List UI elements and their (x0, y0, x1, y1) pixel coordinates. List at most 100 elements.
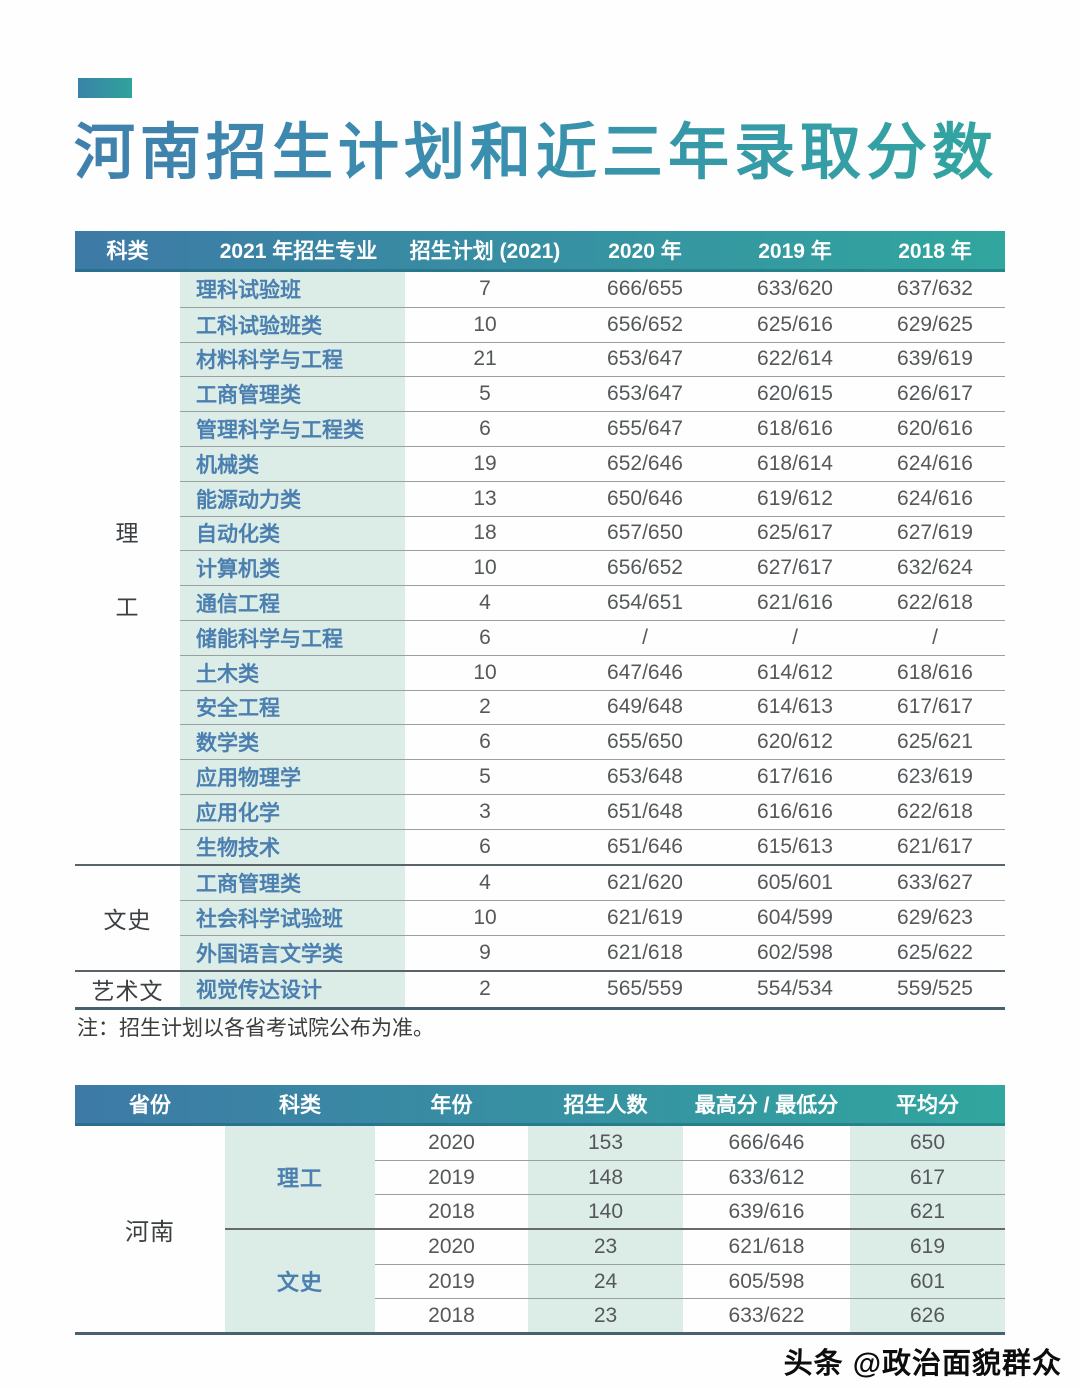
header-cell-scores: 最高分 / 最低分 (694, 1094, 839, 1117)
plan-cell: 21 (473, 347, 497, 371)
score-2020-cell: 621/619 (607, 906, 683, 930)
table-row: 储能科学与工程 6 / / / (180, 619, 1005, 655)
score-2018-cell: 622/618 (897, 799, 973, 823)
year-cell: 2018 (428, 1199, 475, 1223)
admissions-plan-table: 科类 2021 年招生专业 招生计划 (2021) 2020 年 2019 年 … (75, 231, 1005, 1010)
major-cell: 安全工程 (180, 690, 405, 725)
plan-cell: 5 (479, 382, 491, 406)
score-2020-cell: 621/620 (607, 870, 683, 894)
plan-cell: 5 (479, 765, 491, 789)
table-row: 2019 24 605/598 601 (375, 1264, 1005, 1298)
plan-cell: 9 (479, 941, 491, 965)
score-2020-cell: 653/648 (607, 765, 683, 789)
scores-cell: 605/598 (728, 1269, 805, 1293)
count-cell: 23 (528, 1299, 683, 1332)
score-2020-cell: 656/652 (607, 556, 683, 580)
plan-cell: 13 (473, 486, 497, 510)
table-row: 2020 153 666/646 650 (375, 1126, 1005, 1160)
score-2018-cell: 624/616 (897, 486, 973, 510)
major-cell: 工科试验班类 (180, 307, 405, 342)
title-accent-bar (78, 78, 132, 98)
count-cell: 153 (528, 1126, 683, 1160)
score-2019-cell: 616/616 (757, 799, 833, 823)
group-rows: 2020 153 666/646 650 2019 148 633/612 61… (375, 1126, 1005, 1228)
score-2020-cell: 655/647 (607, 417, 683, 441)
score-2019-cell: 621/616 (757, 591, 833, 615)
header-cell-average: 平均分 (896, 1094, 959, 1117)
scores-cell: 639/616 (728, 1199, 805, 1223)
section-rows: 视觉传达设计 2 565/559 554/534 559/525 (180, 971, 1005, 1007)
score-2018-cell: 625/622 (897, 941, 973, 965)
score-2019-cell: 618/616 (757, 417, 833, 441)
year-cell: 2019 (428, 1269, 475, 1293)
major-cell: 数学类 (180, 725, 405, 760)
plan-cell: 4 (479, 870, 491, 894)
score-2018-cell: 637/632 (897, 277, 973, 301)
scores-cell: 666/646 (728, 1131, 805, 1154)
plan-cell: 6 (479, 625, 491, 649)
score-2018-cell: 627/619 (897, 521, 973, 545)
major-cell: 工商管理类 (180, 377, 405, 412)
header-cell-category: 科类 (106, 240, 149, 263)
count-cell: 148 (528, 1161, 683, 1194)
table-row: 能源动力类 13 650/646 619/612 624/616 (180, 480, 1005, 516)
score-2020-cell: 655/650 (607, 730, 683, 754)
score-2019-cell: 619/612 (757, 486, 833, 510)
year-cell: 2020 (428, 1131, 475, 1154)
group-liberal-arts: 文史 2020 23 621/618 619 2019 (225, 1228, 1005, 1332)
score-2020-cell: 653/647 (607, 347, 683, 371)
major-cell: 管理科学与工程类 (180, 412, 405, 446)
major-cell: 社会科学试验班 (180, 901, 405, 936)
score-2018-cell: 633/627 (897, 870, 973, 894)
section-liberal-arts: 文史 工商管理类 4 621/620 605/601 633/627 (75, 863, 1005, 970)
group-category-label: 理工 (225, 1126, 375, 1228)
section-category-label: 文史 (75, 866, 180, 970)
header-cell-major: 2021 年招生专业 (219, 240, 378, 263)
major-cell: 土木类 (180, 655, 405, 690)
header-cell-plan: 招生计划 (2021) (409, 240, 561, 263)
major-cell: 计算机类 (180, 551, 405, 586)
admissions-table-header: 科类 2021 年招生专业 招生计划 (2021) 2020 年 2019 年 … (75, 231, 1005, 272)
plan-cell: 6 (479, 417, 491, 441)
page-title: 河南招生计划和近三年录取分数 (74, 112, 1014, 192)
score-2018-cell: 632/624 (897, 556, 973, 580)
table-row: 工商管理类 4 621/620 605/601 633/627 (180, 865, 1005, 901)
table-row: 应用化学 3 651/648 616/616 622/618 (180, 793, 1005, 829)
score-2020-cell: 651/646 (607, 834, 683, 858)
table-row: 管理科学与工程类 6 655/647 618/616 620/616 (180, 411, 1005, 446)
plan-cell: 6 (479, 834, 491, 858)
score-2018-cell: / (932, 625, 938, 649)
category-char: 理 (115, 519, 140, 546)
score-2020-cell: 651/648 (607, 799, 683, 823)
plan-cell: 10 (473, 906, 497, 930)
table-row: 外国语言文学类 9 621/618 602/598 625/622 (180, 935, 1005, 970)
score-2020-cell: 565/559 (607, 977, 683, 1001)
score-2018-cell: 624/616 (897, 451, 973, 475)
score-2019-cell: 554/534 (757, 977, 833, 1001)
major-cell: 视觉传达设计 (180, 971, 405, 1007)
average-cell: 601 (850, 1265, 1005, 1298)
major-cell: 通信工程 (180, 586, 405, 620)
section-rows: 理科试验班 7 666/655 633/620 637/632 工科试验班类 1… (180, 272, 1005, 864)
score-2020-cell: 647/646 (607, 660, 683, 684)
province-table-header: 省份 科类 年份 招生人数 最高分 / 最低分 平均分 (75, 1085, 1005, 1126)
plan-cell: 18 (473, 521, 497, 545)
average-cell: 650 (850, 1126, 1005, 1160)
major-cell: 材料科学与工程 (180, 342, 405, 377)
major-cell: 储能科学与工程 (180, 620, 405, 655)
major-cell: 自动化类 (180, 516, 405, 551)
score-2019-cell: 627/617 (757, 556, 833, 580)
count-cell: 140 (528, 1195, 683, 1228)
category-text: 艺术文 (91, 978, 164, 1005)
major-cell: 理科试验班 (180, 272, 405, 307)
score-2019-cell: 605/601 (757, 870, 833, 894)
plan-cell: 6 (479, 730, 491, 754)
score-2018-cell: 620/616 (897, 417, 973, 441)
average-cell: 619 (850, 1230, 1005, 1264)
plan-cell: 2 (479, 977, 491, 1001)
score-2019-cell: 602/598 (757, 941, 833, 965)
header-cell-year: 年份 (430, 1094, 473, 1117)
table-row: 理科试验班 7 666/655 633/620 637/632 (180, 272, 1005, 307)
table-row: 数学类 6 655/650 620/612 625/621 (180, 724, 1005, 760)
plan-cell: 10 (473, 312, 497, 336)
